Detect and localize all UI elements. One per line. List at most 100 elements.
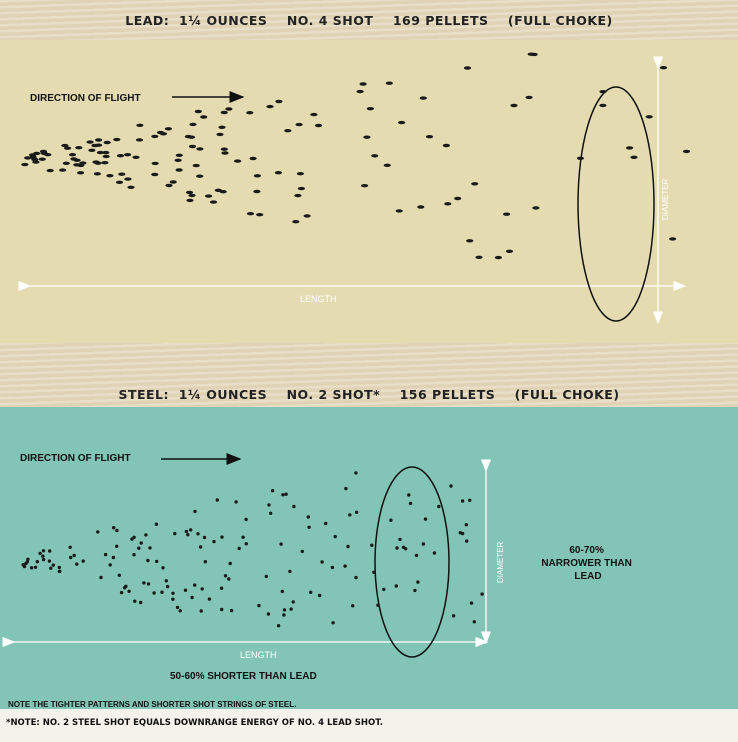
pellet xyxy=(510,103,518,108)
pellet xyxy=(505,249,514,253)
pellet xyxy=(111,555,116,560)
pellet xyxy=(229,608,234,613)
pellet xyxy=(503,212,511,216)
pellet xyxy=(46,168,54,173)
pellet xyxy=(307,525,311,529)
pellet xyxy=(282,613,286,617)
pellet xyxy=(86,140,94,144)
pellet xyxy=(281,493,285,497)
pellet xyxy=(135,138,144,142)
pellet xyxy=(102,154,110,159)
pellet xyxy=(276,624,281,628)
pellet xyxy=(132,535,136,539)
pellet xyxy=(320,560,324,564)
wood-background-top xyxy=(0,0,738,40)
pellet xyxy=(38,157,46,161)
pellet xyxy=(186,533,190,537)
pellet xyxy=(154,522,159,526)
pellet xyxy=(127,589,131,593)
pellet xyxy=(300,549,304,554)
pellet xyxy=(142,581,146,585)
pellet xyxy=(220,110,228,115)
pellet xyxy=(151,134,159,139)
pellet xyxy=(219,586,224,590)
pellet xyxy=(346,544,350,549)
pellet xyxy=(196,147,204,151)
pellet xyxy=(264,574,268,579)
pellet xyxy=(348,513,352,517)
pellet xyxy=(184,134,192,139)
pellet xyxy=(343,564,347,568)
pellet xyxy=(460,499,465,503)
pellet xyxy=(363,135,371,139)
pellet xyxy=(108,563,112,567)
pellet xyxy=(423,517,428,521)
lead-pattern-ellipse xyxy=(577,86,655,322)
pellet xyxy=(77,171,85,175)
pellet xyxy=(354,575,358,580)
pellet xyxy=(75,146,83,150)
pellet xyxy=(96,150,104,155)
pellet xyxy=(144,533,148,537)
steel-narrower-line-3: LEAD xyxy=(574,571,601,582)
pellet xyxy=(460,531,465,536)
pellet xyxy=(151,172,159,177)
pellet xyxy=(220,607,224,612)
pellet xyxy=(472,620,476,624)
pellet xyxy=(269,511,273,515)
steel-pattern-panel: DIRECTION OF FLIGHT LENGTH DIAMETER 60-7… xyxy=(0,407,738,709)
pellet xyxy=(330,565,335,570)
pellet xyxy=(449,484,453,488)
pellet xyxy=(202,535,207,540)
pellet xyxy=(173,531,177,536)
pellet xyxy=(480,592,484,596)
pellet xyxy=(75,562,79,566)
pellet xyxy=(292,504,296,509)
pellet xyxy=(306,515,310,519)
pellet xyxy=(465,539,469,543)
pellet xyxy=(198,545,203,549)
pellet xyxy=(532,206,540,210)
pellet xyxy=(216,132,224,137)
pellet xyxy=(188,144,197,149)
pellet xyxy=(41,554,45,558)
pellet xyxy=(599,90,607,94)
pellet xyxy=(96,530,100,534)
pellet xyxy=(383,163,391,167)
pellet xyxy=(437,504,441,509)
pellet xyxy=(209,200,218,204)
lead-diameter-label: DIAMETER xyxy=(661,178,670,220)
pellet xyxy=(171,591,175,595)
pellet xyxy=(225,107,233,111)
pellet xyxy=(376,603,380,607)
pellet xyxy=(454,196,462,201)
lead-pattern-panel: DIRECTION OF FLIGHT LENGTH DIAMETER xyxy=(0,40,738,343)
pellet xyxy=(139,541,143,545)
pellet xyxy=(333,534,337,539)
pellet xyxy=(356,89,364,94)
pellet xyxy=(417,205,425,209)
pellet xyxy=(165,183,173,188)
pellet xyxy=(160,590,164,594)
pellet xyxy=(161,566,165,570)
pellet xyxy=(200,115,208,119)
pellet xyxy=(253,174,261,178)
steel-pattern-diagram: DIRECTION OF FLIGHT LENGTH DIAMETER 60-7… xyxy=(2,453,632,709)
pellet xyxy=(359,82,367,86)
pellet xyxy=(31,157,39,162)
pellet xyxy=(295,122,303,127)
pellet xyxy=(419,96,427,100)
pellet xyxy=(468,498,472,502)
pellet xyxy=(466,239,474,243)
pellet xyxy=(175,605,180,610)
lead-direction-label: DIRECTION OF FLIGHT xyxy=(30,93,141,104)
pellet xyxy=(184,529,189,534)
pellet xyxy=(267,503,271,507)
pellet xyxy=(576,156,585,160)
pellet xyxy=(395,546,399,550)
pellet xyxy=(282,608,287,612)
pellet xyxy=(193,583,197,587)
pellet xyxy=(297,186,305,191)
pellet xyxy=(274,171,282,175)
pellet xyxy=(475,255,483,259)
